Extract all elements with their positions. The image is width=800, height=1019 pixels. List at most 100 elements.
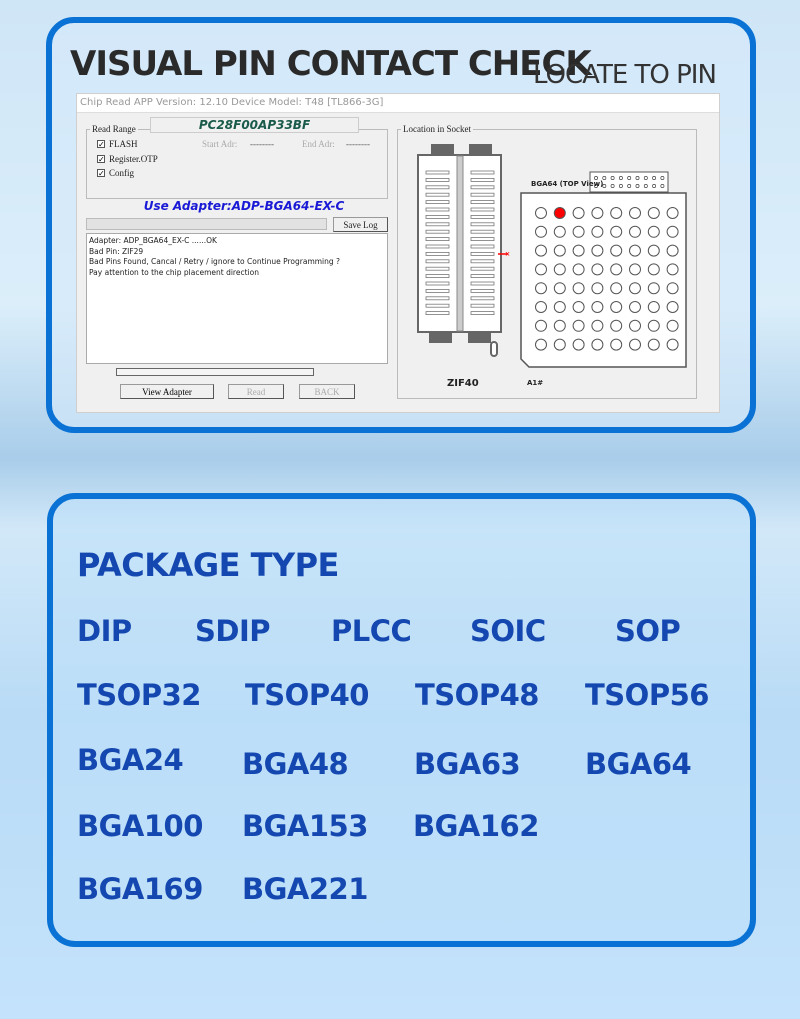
bga-ball <box>535 244 547 257</box>
package-bga162: BGA162 <box>413 809 539 843</box>
bga-ball <box>610 244 623 257</box>
bga-ball <box>629 263 641 276</box>
back-button[interactable]: BACK <box>299 384 355 399</box>
card-title: VISUAL PIN CONTACT CHECK <box>70 44 592 84</box>
chip-name: PC28F00AP33BF <box>150 117 359 133</box>
bga-ball <box>572 282 585 295</box>
package-type-card <box>47 493 756 947</box>
read-button[interactable]: Read <box>228 384 284 399</box>
zif-bottom-tab <box>468 332 491 343</box>
package-sdip: SDIP <box>195 614 271 648</box>
bga-ball <box>666 282 679 295</box>
zif-pin-slot <box>470 281 495 286</box>
header-pin <box>627 184 632 188</box>
zif-pin-slot <box>470 229 495 234</box>
header-pin <box>610 184 615 188</box>
zif-pin-slot <box>425 170 450 175</box>
zif-pin-slot <box>425 259 450 264</box>
zif-pin-slot <box>470 215 495 219</box>
bga-ball <box>572 244 585 257</box>
bga-ball <box>591 301 604 313</box>
bga-ball <box>666 225 679 238</box>
package-soic: SOIC <box>470 614 546 648</box>
zif-pin-slot <box>470 259 495 264</box>
log-area[interactable]: Adapter: ADP_BGA64_EX-C ......OK Bad Pin… <box>86 233 388 364</box>
package-tsop48: TSOP48 <box>415 678 539 712</box>
header-pin <box>643 184 648 188</box>
bga-ball <box>647 282 660 295</box>
bga-ball <box>535 338 547 351</box>
package-bga100: BGA100 <box>77 809 203 843</box>
config-checkbox[interactable]: ✓ Config <box>97 168 135 178</box>
bga-ball <box>629 225 641 238</box>
zif-pin-slot <box>425 244 450 249</box>
zif-pin-slot <box>425 252 450 256</box>
zif-top-tab <box>469 144 492 154</box>
header-pin <box>652 184 657 188</box>
socket-legend: Location in Socket <box>401 124 473 134</box>
bga-ball <box>535 263 547 276</box>
bga-ball <box>629 338 641 351</box>
socket-group <box>397 129 697 399</box>
save-log-button[interactable]: Save Log <box>333 217 388 232</box>
zif-pin-slot <box>425 288 450 293</box>
register-otp-checkbox[interactable]: ✓ Register.OTP <box>97 154 158 164</box>
view-adapter-button[interactable]: View Adapter <box>120 384 214 399</box>
bga-ball <box>535 301 547 313</box>
zif-pin-slot <box>470 266 495 271</box>
package-bga169: BGA169 <box>77 872 203 906</box>
bga-ball <box>535 225 547 238</box>
bga-ball <box>647 319 660 332</box>
bad-pin-x-icon: × <box>505 249 510 259</box>
bga-ball <box>591 282 604 295</box>
flash-checkbox[interactable]: ✓ FLASH <box>97 139 138 149</box>
zif-pin-slot <box>470 170 495 175</box>
zif-pin-slot <box>425 185 450 190</box>
bga-ball-bad <box>553 207 566 219</box>
bga-ball <box>610 263 623 276</box>
bga-ball <box>572 207 585 219</box>
bga-ball <box>591 207 604 219</box>
bga-ball <box>610 282 623 295</box>
bga-ball <box>610 225 623 238</box>
bga-ball <box>666 207 679 219</box>
start-adr-label: Start Adr: <box>202 139 238 149</box>
zif-pin-slot <box>425 207 450 212</box>
bga-ball <box>553 244 566 257</box>
zif-pin-slot <box>425 229 450 234</box>
zif-pin-slot <box>470 237 495 241</box>
header-pin <box>594 184 598 188</box>
zif-pin-slot <box>425 266 450 271</box>
zif-pin-slot <box>470 288 495 293</box>
zif-pin-slot <box>470 185 495 190</box>
log-line: Pay attention to the chip placement dire… <box>89 267 259 277</box>
bga-ball <box>553 282 566 295</box>
header-pin <box>635 176 640 180</box>
header-pin <box>660 184 665 188</box>
bga-ball <box>572 263 585 276</box>
package-bga153: BGA153 <box>242 809 368 843</box>
package-tsop40: TSOP40 <box>245 678 369 712</box>
zif-pin-slot <box>425 222 450 227</box>
bga-ball <box>647 338 660 351</box>
zif-pin-slot <box>470 296 495 301</box>
end-adr-value: -------- <box>346 139 370 149</box>
bga-ball <box>666 244 679 257</box>
bga-chip-outline <box>520 192 687 368</box>
package-bga48: BGA48 <box>242 747 349 781</box>
zif-pin-slot <box>470 274 495 279</box>
bga-ball <box>629 319 641 332</box>
zif-pin-slot <box>470 222 495 227</box>
zif-pin-slot <box>425 178 450 182</box>
log-line: Adapter: ADP_BGA64_EX-C ......OK <box>89 236 217 245</box>
read-range-legend: Read Range <box>90 124 138 134</box>
bga-ball <box>572 225 585 238</box>
bga-ball <box>535 207 547 219</box>
app-window: Chip Read APP Version: 12.10 Device Mode… <box>76 93 720 413</box>
header-pin <box>643 176 648 180</box>
header-pin <box>618 176 623 180</box>
zif-pin-slot <box>470 303 495 308</box>
header-pin <box>635 184 640 188</box>
package-plcc: PLCC <box>331 614 412 648</box>
log-line: Bad Pin: ZIF29 <box>89 246 144 256</box>
